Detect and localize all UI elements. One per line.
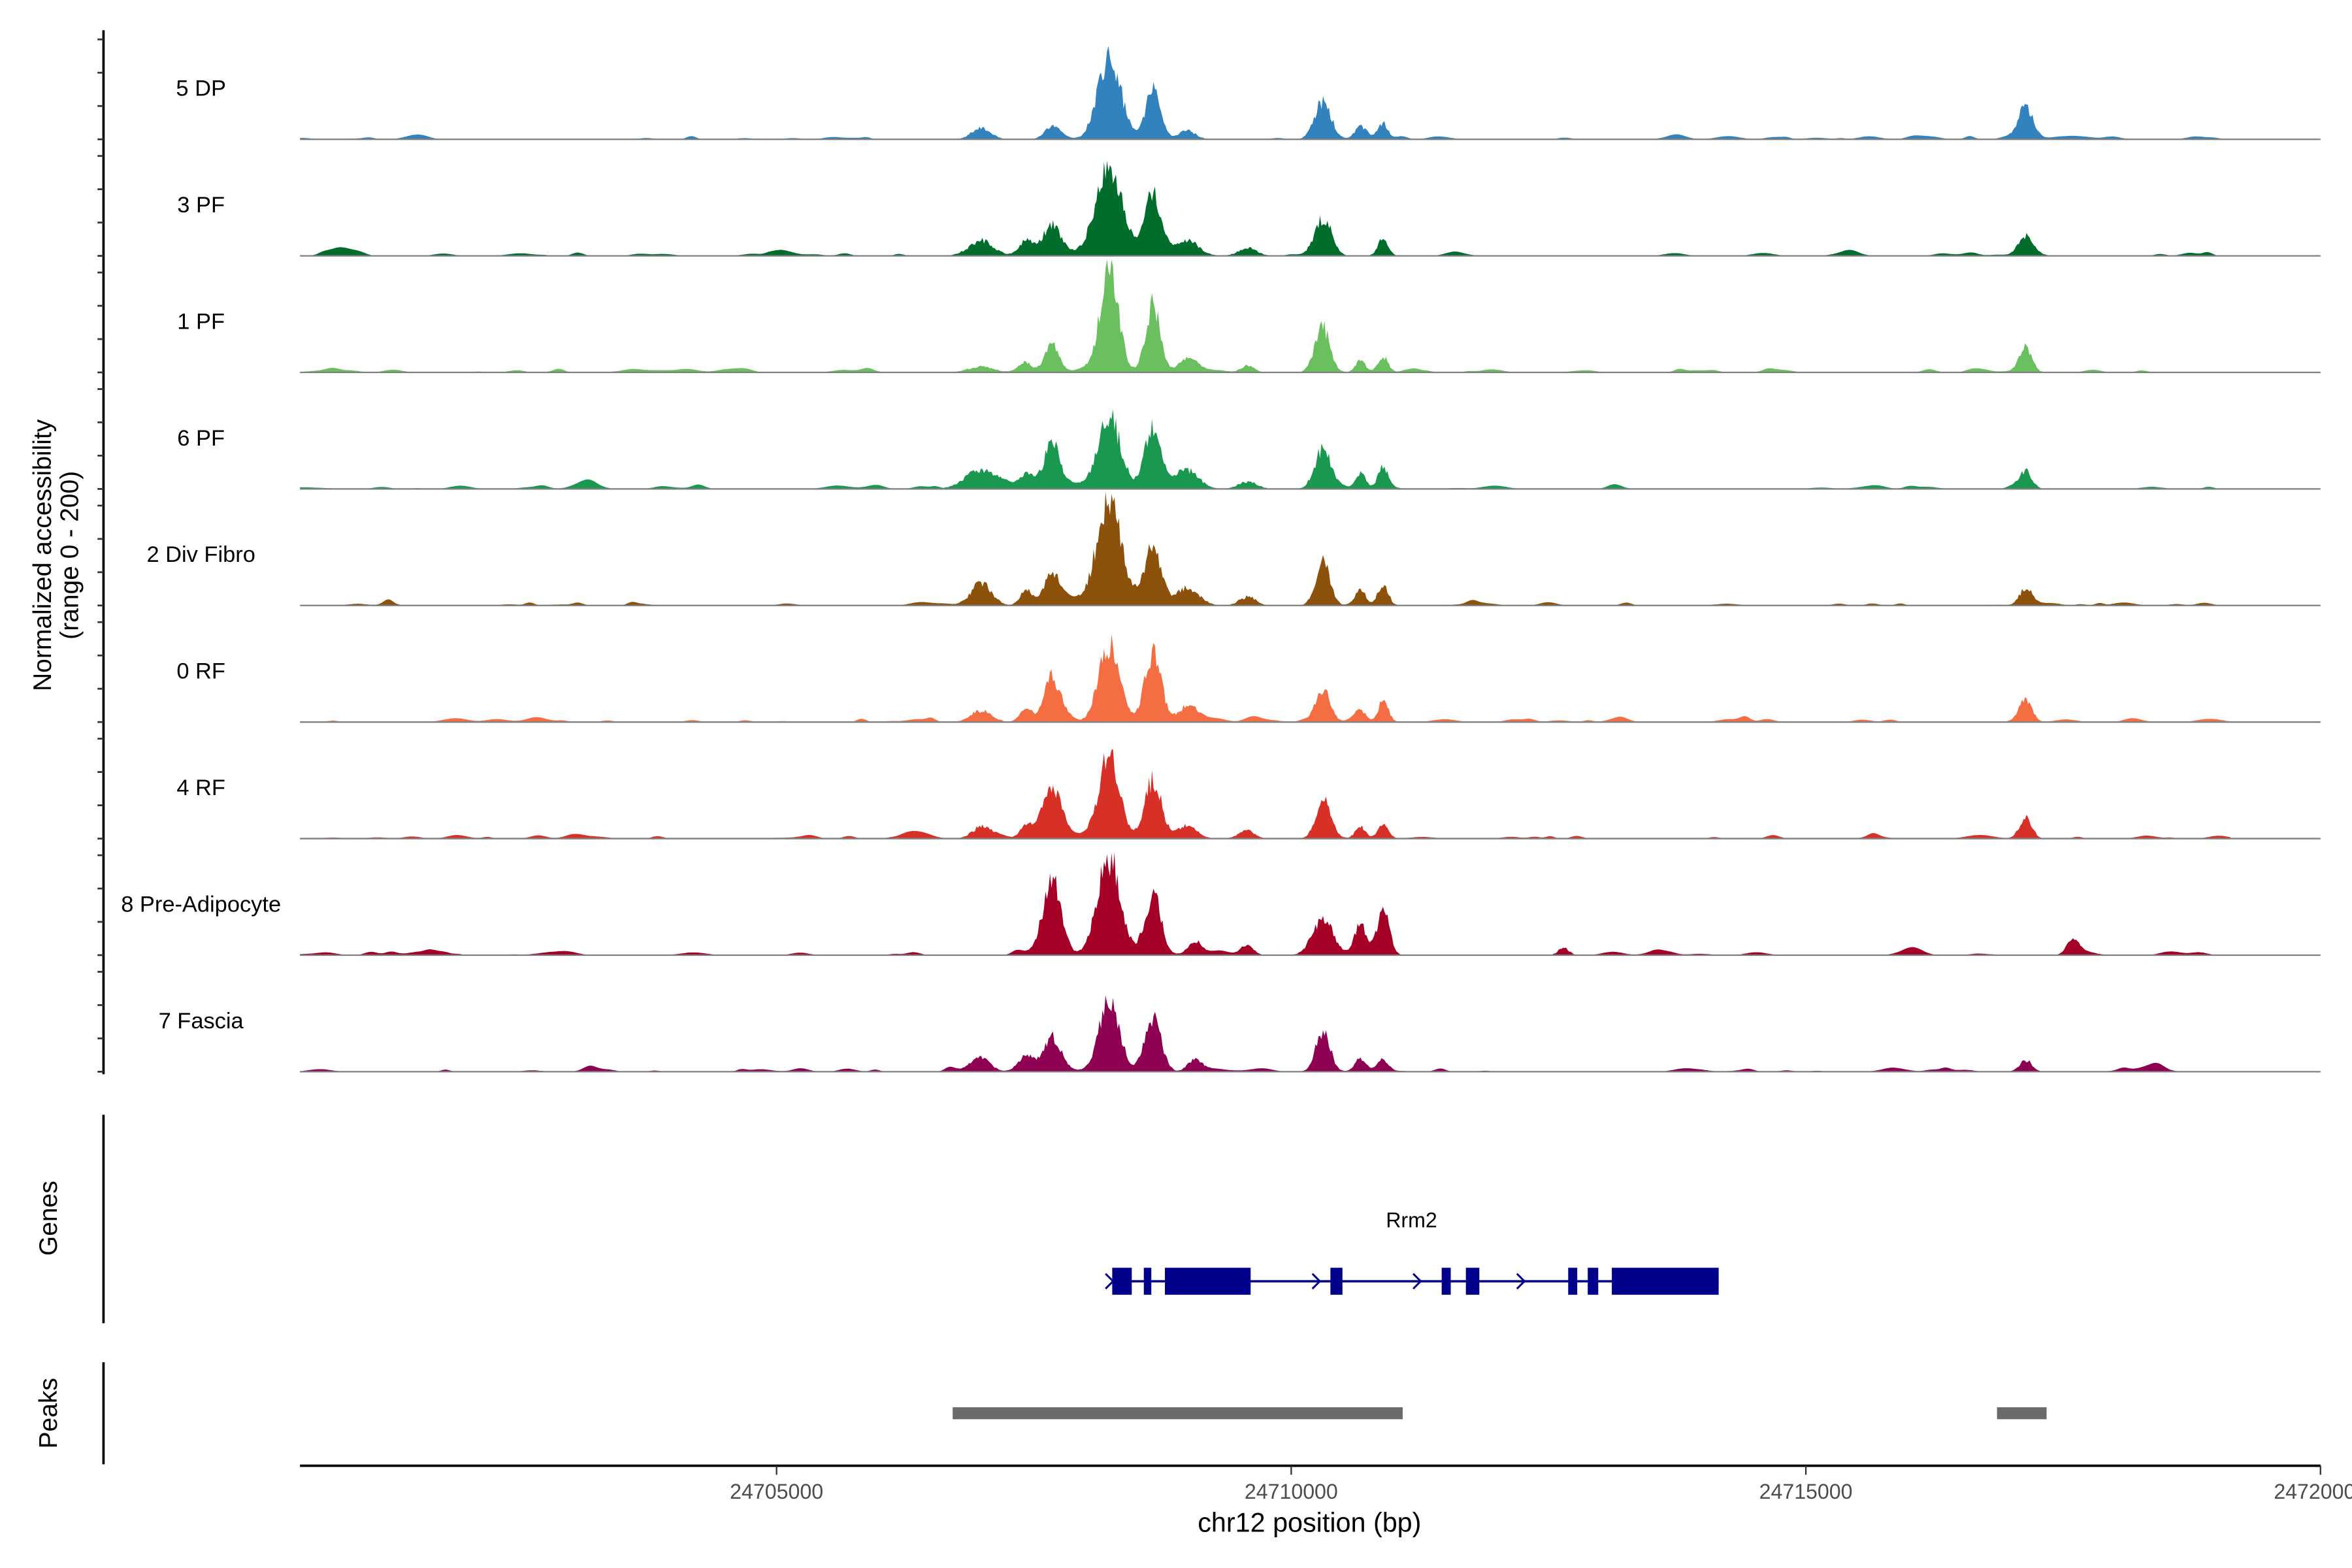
track-label: 8 Pre-Adipocyte [121,892,281,917]
gene-label: Rrm2 [1386,1208,1437,1232]
track-0-rf: 0 RF [176,634,2321,723]
track-4-rf: 4 RF [176,749,2321,840]
strand-arrow-icon [1516,1273,1526,1290]
coverage-area [300,491,2231,606]
coverage-tracks: 5 DP 3 PF 1 PF 6 PF 2 Div Fibro 0 RF 4 RF 8 Pre… [121,46,2321,1073]
track-5-dp: 5 DP [176,46,2321,140]
track-label: 1 PF [177,309,225,334]
track-8-pre-adipocyte: 8 Pre-Adipocyte [121,852,2321,956]
coverage-area [300,749,2231,839]
gene-exon [1165,1267,1251,1295]
peak-region [953,1407,1403,1420]
track-label: 5 DP [176,76,226,101]
peaks-track-title: Peaks [35,1378,63,1448]
coverage-area [300,46,2231,140]
strand-arrow-icon [1105,1273,1115,1290]
strand-arrow-icon [1311,1273,1322,1290]
y-axis-title-line2: (range 0 - 200) [56,471,84,640]
track-label: 4 RF [176,776,225,800]
gene-exon [1441,1267,1451,1295]
gene-exon [1143,1267,1152,1295]
track-3-pf: 3 PF [177,160,2321,257]
gene-exon [1568,1267,1578,1295]
coverage-area [300,259,2231,372]
genes-track-title: Genes [35,1181,63,1256]
peaks-track [953,1407,2047,1420]
track-label: 6 PF [177,426,225,451]
gene-track: Rrm2 [1105,1208,1719,1295]
x-axis-title: chr12 position (bp) [1198,1508,1421,1538]
track-2-div-fibro: 2 Div Fibro [146,491,2321,606]
track-label: 7 Fascia [159,1009,244,1034]
track-6-pf: 6 PF [177,409,2321,490]
gene-exon [1465,1267,1480,1295]
y-axis-title: Normalized accessibility (range 0 - 200) [29,419,84,691]
track-7-fascia: 7 Fascia [159,995,2321,1073]
peak-region [1997,1407,2047,1420]
gene-exon [1112,1267,1132,1295]
track-label: 2 Div Fibro [146,542,255,567]
strand-arrow-icon [1413,1273,1422,1290]
y-axis-ticks [97,38,104,1073]
x-tick-label: 24715000 [1759,1480,1853,1503]
x-tick-label: 24720000 [2274,1480,2352,1503]
x-axis-ticks: 24705000 24710000 24715000 24720000 [730,1465,2352,1503]
gene-exon [1588,1267,1599,1295]
x-tick-label: 24710000 [1245,1480,1338,1503]
gene-exon [1612,1267,1719,1295]
coverage-area [300,852,2231,955]
coverage-area [300,409,2231,489]
coverage-area [300,995,2231,1072]
gene-exon [1330,1267,1343,1295]
coverage-area [300,634,2231,723]
x-tick-label: 24705000 [730,1480,823,1503]
coverage-area [300,160,2231,256]
y-axis-title-line1: Normalized accessibility [29,419,57,691]
track-1-pf: 1 PF [177,259,2321,374]
track-label: 3 PF [177,193,225,218]
track-label: 0 RF [176,659,225,684]
